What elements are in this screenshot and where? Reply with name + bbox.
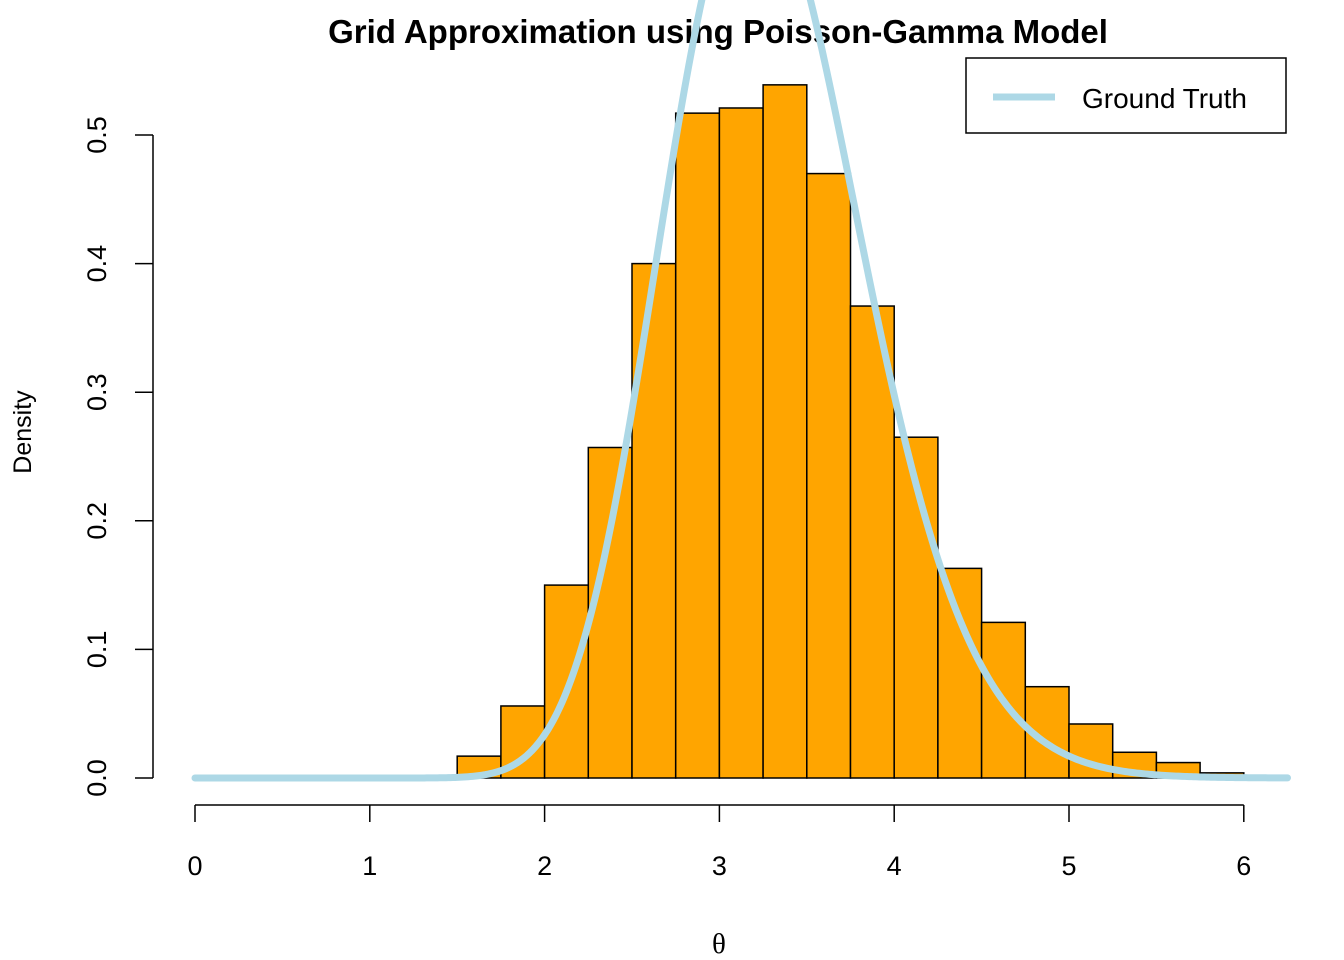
- histogram-bar: [543, 584, 590, 779]
- x-tick-label: 5: [1061, 851, 1076, 881]
- histogram-bar: [674, 112, 721, 779]
- x-axis: 0 1 2 3 4 5 6: [187, 804, 1251, 881]
- legend: Ground Truth: [965, 57, 1287, 134]
- legend-label-ground-truth: Ground Truth: [1082, 83, 1247, 114]
- x-tick-label: 4: [887, 851, 902, 881]
- y-axis: 0.0 0.1 0.2 0.3 0.4 0.5: [82, 116, 154, 797]
- histogram-bar: [718, 107, 764, 779]
- x-tick-label: 1: [362, 851, 377, 881]
- histogram-bar: [631, 262, 677, 779]
- y-tick-label: 0.3: [82, 373, 112, 411]
- histogram-bar: [849, 305, 895, 779]
- x-tick-label: 6: [1236, 851, 1251, 881]
- y-tick-label: 0.0: [82, 759, 112, 797]
- histogram-bar: [806, 172, 852, 779]
- x-tick-label: 2: [537, 851, 552, 881]
- y-axis-label: Density: [9, 390, 37, 474]
- chart-title: Grid Approximation using Poisson-Gamma M…: [328, 13, 1108, 50]
- ground-truth-line: [191, 0, 1291, 782]
- y-tick-label: 0.2: [82, 502, 112, 540]
- y-tick-label: 0.5: [82, 116, 112, 154]
- y-tick-label: 0.1: [82, 631, 112, 669]
- ground-truth-curve-group: [191, 0, 1291, 782]
- y-tick-label: 0.4: [82, 245, 112, 283]
- x-axis-label: θ: [712, 928, 726, 960]
- histogram-bar: [937, 567, 983, 779]
- x-tick-label: 0: [187, 851, 202, 881]
- x-tick-label: 3: [712, 851, 727, 881]
- histogram-bar: [762, 84, 808, 779]
